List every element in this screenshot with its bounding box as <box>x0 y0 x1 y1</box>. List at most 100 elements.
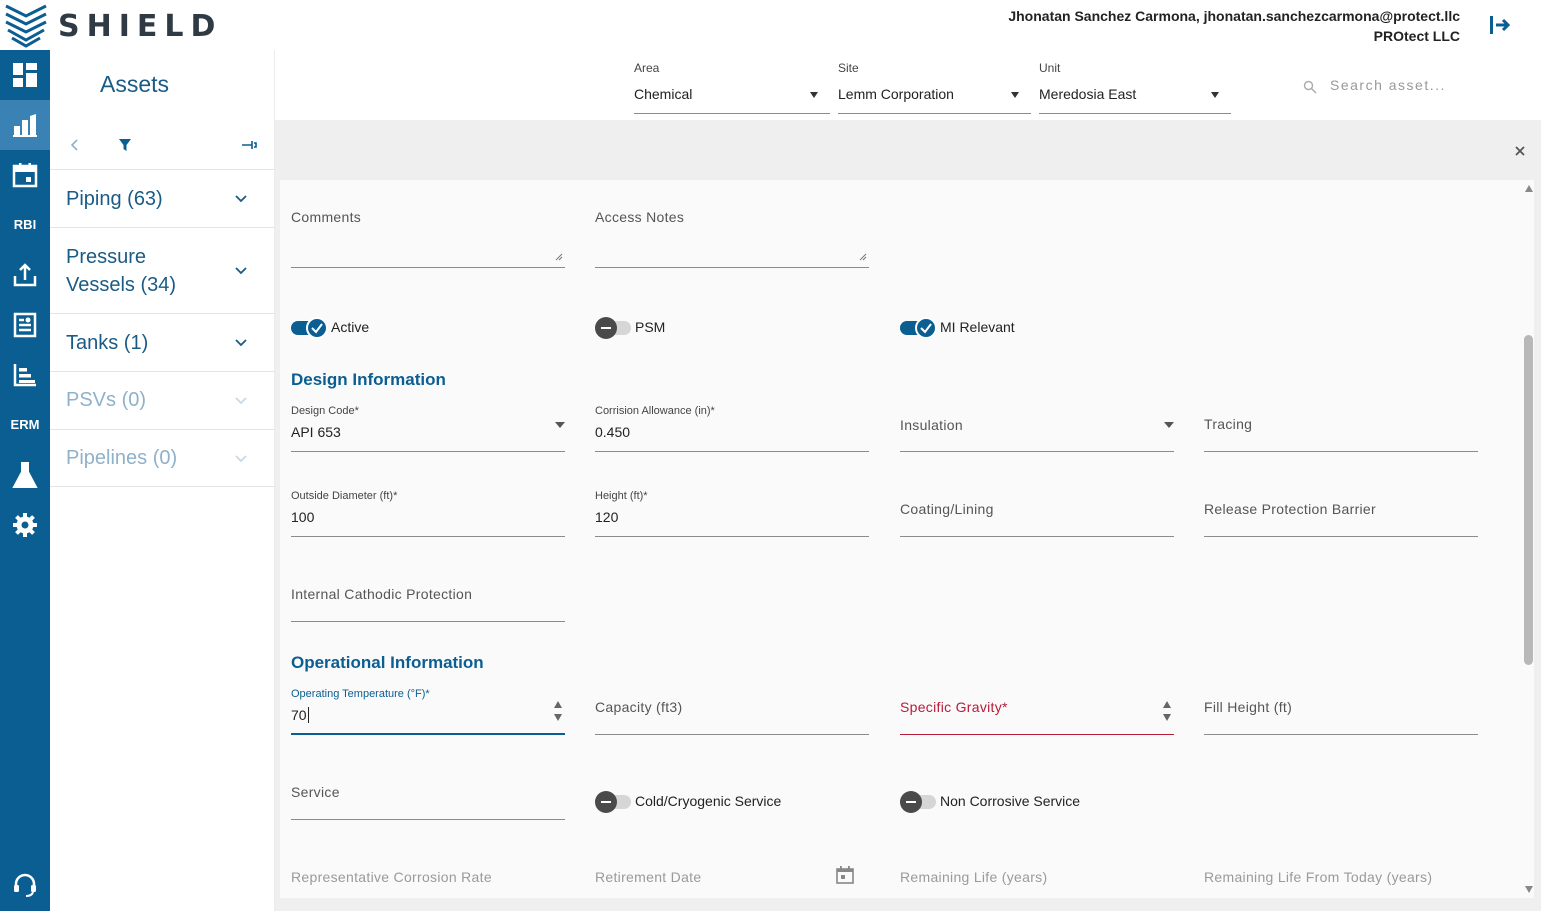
sidebar-erm[interactable]: ERM <box>10 417 40 432</box>
asset-form: Comments Access Notes Active PSM <box>280 180 1534 898</box>
active-label: Active <box>331 319 370 335</box>
asset-group-label: Vessels (34) <box>66 274 177 296</box>
chevron-down-icon <box>235 339 247 347</box>
filter-button[interactable] <box>115 136 135 154</box>
user-info: Jhonatan Sanchez Carmona, jhonatan.sanch… <box>1008 6 1460 46</box>
active-toggle[interactable]: Active <box>291 317 411 339</box>
non-corrosive-label: Non Corrosive Service <box>940 793 1081 809</box>
asset-group-piping[interactable]: Piping (63) <box>50 170 275 228</box>
sidebar-rbi[interactable]: RBI <box>13 217 37 232</box>
asset-group-pressure-vessels[interactable]: Pressure Vessels (34) <box>50 228 275 314</box>
minus-icon <box>595 317 617 339</box>
capacity-field[interactable]: Capacity (ft3) <box>595 683 869 735</box>
non-corrosive-toggle[interactable]: Non Corrosive Service <box>900 791 1130 813</box>
stepper-down-icon[interactable] <box>1163 714 1171 721</box>
insulation-select[interactable]: Insulation <box>900 400 1174 452</box>
corrosion-rate-field: Representative Corrosion Rate <box>291 853 565 898</box>
calendar-icon[interactable] <box>835 865 855 885</box>
height-label: Height (ft)* <box>595 490 648 502</box>
remaining-life-today-field: Remaining Life From Today (years) <box>1204 853 1478 898</box>
asset-group-pipelines[interactable]: Pipelines (0) <box>50 430 275 487</box>
service-field[interactable]: Service <box>291 768 565 820</box>
asset-group-label: Piping (63) <box>66 188 163 210</box>
logout-icon[interactable] <box>1488 14 1512 36</box>
unit-select[interactable]: Unit Meredosia East <box>1039 50 1231 114</box>
sidebar-assets[interactable] <box>0 100 50 150</box>
psm-toggle[interactable]: PSM <box>595 317 715 339</box>
design-information-heading: Design Information <box>291 370 446 389</box>
sidebar-settings[interactable] <box>0 500 50 550</box>
mi-relevant-toggle[interactable]: MI Relevant <box>900 317 1050 339</box>
comments-textarea[interactable]: Comments <box>291 200 565 268</box>
site-select[interactable]: Site Lemm Corporation <box>838 50 1031 114</box>
retirement-date-field: Retirement Date <box>595 853 869 898</box>
gear-icon <box>13 513 37 537</box>
area-select[interactable]: Area Chemical <box>634 50 830 114</box>
collapse-button[interactable] <box>65 136 85 154</box>
cold-cryogenic-label: Cold/Cryogenic Service <box>635 793 782 809</box>
design-code-select[interactable]: Design Code* API 653 <box>291 400 565 452</box>
corrosion-allowance-field[interactable]: Corrision Allowance (in)* 0.450 <box>595 400 869 452</box>
pin-button[interactable] <box>239 136 259 154</box>
assets-toolbar <box>50 120 275 170</box>
sidebar-support[interactable] <box>0 860 50 910</box>
chevron-down-icon <box>235 267 247 275</box>
sidebar-upload[interactable] <box>0 250 50 300</box>
sidebar-lab[interactable] <box>0 450 50 500</box>
cold-cryogenic-toggle[interactable]: Cold/Cryogenic Service <box>595 791 825 813</box>
scroll-thumb[interactable] <box>1524 335 1533 665</box>
specific-gravity-label: Specific Gravity* <box>900 699 1008 715</box>
design-code-label: Design Code* <box>291 405 359 417</box>
dropdown-arrow-icon <box>810 92 818 98</box>
scroll-down-icon[interactable] <box>1525 886 1533 893</box>
number-stepper[interactable] <box>553 701 563 723</box>
asset-detail-panel: Comments Access Notes Active PSM <box>275 120 1541 911</box>
specific-gravity-field[interactable]: Specific Gravity* <box>900 683 1174 735</box>
corrosion-rate-label: Representative Corrosion Rate <box>291 869 492 885</box>
height-field[interactable]: Height (ft)* 120 <box>595 485 869 537</box>
operating-temperature-value: 70 <box>291 707 309 723</box>
resize-handle-icon[interactable] <box>859 253 867 261</box>
design-code-value: API 653 <box>291 424 341 440</box>
stepper-down-icon[interactable] <box>554 714 562 721</box>
number-stepper[interactable] <box>1162 701 1172 723</box>
search-icon <box>1303 80 1317 94</box>
outside-diameter-field[interactable]: Outside Diameter (ft)* 100 <box>291 485 565 537</box>
tracing-field[interactable]: Tracing <box>1204 400 1478 452</box>
coating-lining-field[interactable]: Coating/Lining <box>900 485 1174 537</box>
access-notes-textarea[interactable]: Access Notes <box>595 200 869 268</box>
minus-icon <box>900 791 922 813</box>
capacity-label: Capacity (ft3) <box>595 699 683 715</box>
operational-information-heading: Operational Information <box>291 653 484 672</box>
corrosion-allowance-label: Corrision Allowance (in)* <box>595 405 715 417</box>
coating-lining-label: Coating/Lining <box>900 501 994 517</box>
dropdown-arrow-icon <box>555 422 565 428</box>
brand-name: SHIELD <box>58 9 223 44</box>
upload-icon <box>13 263 37 287</box>
sidebar-chart[interactable] <box>0 350 50 400</box>
dropdown-arrow-icon <box>1011 92 1019 98</box>
search-input[interactable]: Search asset... <box>1303 76 1463 98</box>
form-scrollbar[interactable] <box>1523 180 1534 898</box>
report-icon <box>13 312 37 338</box>
sidebar-reports[interactable] <box>0 300 50 350</box>
fill-height-field[interactable]: Fill Height (ft) <box>1204 683 1478 735</box>
pin-icon <box>242 141 257 149</box>
filter-icon <box>119 139 131 151</box>
asset-group-psvs[interactable]: PSVs (0) <box>50 372 275 430</box>
resize-handle-icon[interactable] <box>555 253 563 261</box>
scroll-up-icon[interactable] <box>1525 185 1533 192</box>
main-sidebar: RBI ERM <box>0 50 50 911</box>
stepper-up-icon[interactable] <box>1163 701 1171 708</box>
release-protection-barrier-field[interactable]: Release Protection Barrier <box>1204 485 1478 537</box>
internal-cathodic-protection-field[interactable]: Internal Cathodic Protection <box>291 570 565 622</box>
close-icon[interactable] <box>1513 144 1527 158</box>
sidebar-dashboard[interactable] <box>0 50 50 100</box>
text-cursor <box>307 707 309 723</box>
chevron-down-icon <box>235 455 247 463</box>
sidebar-calendar[interactable] <box>0 150 50 200</box>
check-icon <box>915 317 937 339</box>
asset-group-tanks[interactable]: Tanks (1) <box>50 314 275 372</box>
stepper-up-icon[interactable] <box>554 701 562 708</box>
operating-temperature-field[interactable]: Operating Temperature (°F)* 70 <box>291 683 565 735</box>
